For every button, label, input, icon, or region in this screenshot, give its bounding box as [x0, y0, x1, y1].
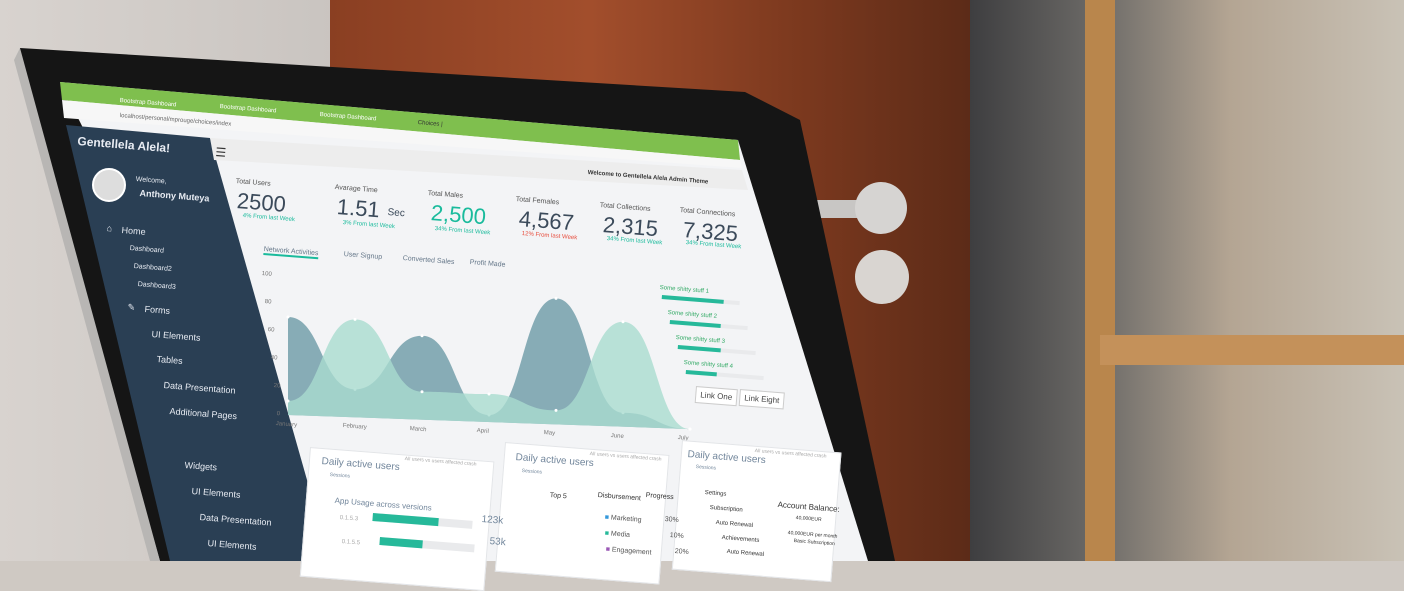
data-point	[420, 390, 424, 394]
avatar	[92, 168, 126, 202]
laptop-edge	[14, 48, 160, 561]
sidebar-item-home[interactable]: Home	[121, 225, 146, 237]
data-point	[688, 427, 692, 431]
link-one-button[interactable]: Link One	[694, 386, 738, 407]
shelf	[1085, 0, 1115, 561]
home-icon: ⌂	[106, 223, 113, 234]
y-tick-label: 60	[267, 327, 275, 334]
browser-tabbar	[60, 82, 740, 160]
y-tick-label: 0	[276, 411, 281, 418]
data-point	[286, 399, 290, 403]
topbar	[210, 138, 748, 190]
laptop: Bootstrap Dashboard Bootstrap Dashboard …	[14, 48, 895, 591]
menu-toggle-icon[interactable]: ☰	[214, 145, 227, 160]
usage-value: 123k	[481, 514, 504, 527]
link-eight-button[interactable]: Link Eight	[738, 389, 786, 410]
stat-unit: Sec	[387, 207, 406, 220]
usage-value: 53k	[489, 536, 507, 549]
x-tick-label: April	[476, 428, 489, 435]
data-point	[286, 315, 290, 319]
shelf-board	[1100, 335, 1404, 365]
stat-value: 1.51	[336, 194, 381, 223]
door-lock	[855, 250, 909, 304]
sidebar	[66, 125, 330, 561]
legend-pct: 10%	[669, 532, 684, 541]
area-series-2	[288, 319, 690, 430]
legend-pct: 20%	[674, 548, 689, 557]
legend-label: Media	[610, 530, 631, 539]
column-header: Top 5	[549, 492, 568, 501]
address-bar	[62, 100, 742, 168]
door-knob	[855, 182, 907, 234]
area-chart	[286, 296, 692, 431]
x-tick-label: June	[610, 432, 624, 440]
y-tick-label: 80	[264, 299, 272, 306]
x-tick-label: March	[409, 425, 427, 433]
legend-pct: 30%	[664, 516, 679, 525]
y-tick-label: 20	[273, 383, 281, 390]
background-room	[970, 0, 1404, 561]
data-point	[420, 334, 424, 338]
y-tick-label: 100	[261, 271, 272, 278]
sidebar-item-tables[interactable]: Tables	[156, 354, 183, 367]
data-point	[353, 317, 357, 321]
data-point	[554, 296, 558, 300]
data-point	[487, 392, 491, 396]
data-point	[621, 320, 625, 324]
y-tick-label: 40	[270, 355, 278, 362]
sidebar-item-forms[interactable]: Forms	[144, 304, 171, 316]
data-point	[554, 408, 558, 412]
edit-icon: ✎	[127, 302, 136, 313]
